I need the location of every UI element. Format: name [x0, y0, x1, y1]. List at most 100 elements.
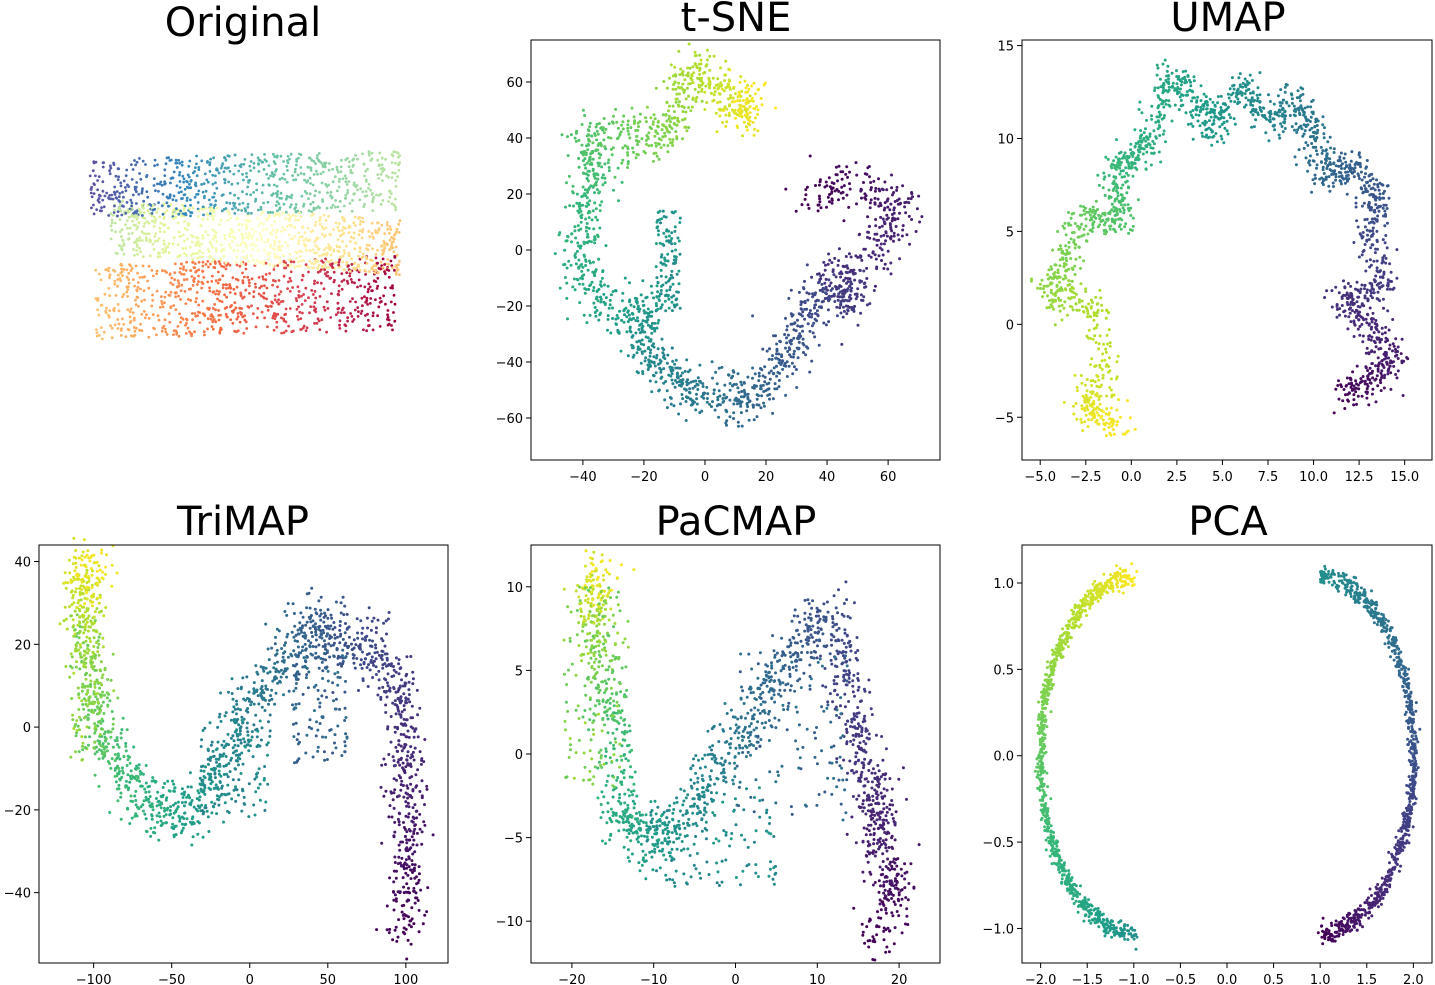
scatter-point	[299, 259, 303, 263]
scatter-point	[126, 295, 129, 298]
scatter-point	[563, 276, 567, 279]
scatter-point	[312, 160, 316, 163]
scatter-point	[299, 166, 303, 169]
scatter-point	[113, 323, 117, 327]
scatter-point	[178, 186, 182, 189]
scatter-point	[228, 291, 232, 294]
scatter-point	[638, 323, 642, 327]
scatter-point	[1321, 123, 1325, 127]
scatter-point	[260, 238, 263, 242]
scatter-point	[367, 186, 370, 190]
scatter-point	[292, 260, 296, 264]
scatter-point	[366, 303, 369, 306]
scatter-point	[311, 248, 315, 252]
scatter-point	[122, 243, 126, 247]
scatter-point	[332, 280, 336, 284]
scatter-point	[317, 264, 321, 267]
scatter-point	[860, 258, 864, 262]
scatter-point	[731, 374, 735, 378]
scatter-point	[1292, 104, 1296, 108]
scatter-point	[722, 89, 726, 93]
scatter-point	[1364, 172, 1367, 176]
scatter-point	[745, 115, 748, 119]
scatter-point	[1330, 305, 1334, 309]
scatter-point	[736, 126, 740, 129]
scatter-point	[1338, 158, 1342, 162]
scatter-point	[272, 152, 275, 156]
scatter-point	[127, 281, 131, 285]
scatter-point	[140, 189, 144, 193]
scatter-point	[204, 189, 208, 193]
scatter-point	[737, 424, 740, 428]
scatter-point	[751, 120, 755, 124]
scatter-point	[667, 239, 671, 243]
scatter-point	[1370, 317, 1373, 321]
scatter-point	[224, 267, 228, 271]
scatter-point	[602, 300, 606, 304]
scatter-point	[193, 195, 197, 199]
scatter-point	[358, 246, 362, 250]
scatter-point	[1357, 177, 1361, 180]
scatter-point	[690, 105, 694, 109]
scatter-point	[136, 271, 140, 275]
scatter-point	[297, 156, 300, 160]
scatter-point	[257, 292, 261, 296]
scatter-point	[302, 202, 306, 206]
scatter-point	[681, 110, 685, 113]
scatter-point	[198, 249, 202, 253]
scatter-point	[681, 371, 684, 375]
scatter-point	[279, 154, 283, 158]
scatter-point	[358, 198, 362, 202]
scatter-point	[130, 201, 134, 205]
scatter-point	[119, 271, 123, 275]
scatter-point	[649, 338, 653, 341]
scatter-point	[280, 244, 284, 248]
scatter-point	[386, 227, 390, 231]
scatter-point	[656, 229, 660, 233]
scatter-point	[675, 272, 679, 276]
scatter-point	[837, 247, 841, 251]
scatter-point	[852, 272, 856, 276]
scatter-point	[649, 116, 653, 120]
scatter-point	[312, 266, 315, 270]
scatter-point	[343, 219, 347, 223]
scatter-point	[1340, 162, 1344, 166]
scatter-point	[616, 136, 620, 140]
scatter-point	[669, 285, 672, 289]
scatter-point	[191, 252, 195, 256]
scatter-point	[180, 190, 183, 194]
scatter-point	[867, 254, 871, 257]
scatter-point	[211, 274, 214, 278]
scatter-point	[241, 281, 245, 285]
scatter-point	[129, 334, 133, 338]
scatter-point	[664, 380, 668, 383]
scatter-point	[95, 208, 99, 212]
scatter-point	[245, 225, 249, 229]
scatter-point	[236, 182, 240, 185]
scatter-point	[755, 393, 759, 397]
scatter-point	[737, 90, 741, 94]
scatter-point	[629, 126, 633, 130]
scatter-point	[671, 359, 675, 363]
scatter-point	[832, 273, 836, 277]
scatter-point	[168, 194, 172, 198]
scatter-point	[127, 278, 131, 281]
scatter-point	[305, 248, 309, 252]
scatter-point	[210, 260, 214, 264]
scatter-point	[178, 180, 182, 183]
scatter-point	[842, 219, 846, 223]
scatter-point	[1296, 128, 1300, 132]
scatter-point	[581, 185, 585, 189]
scatter-point	[269, 245, 272, 249]
scatter-point	[346, 316, 349, 320]
scatter-point	[1321, 183, 1325, 187]
scatter-point	[367, 282, 371, 286]
scatter-point	[234, 306, 238, 310]
scatter-point	[727, 373, 730, 377]
scatter-point	[660, 375, 664, 379]
scatter-point	[611, 146, 615, 150]
scatter-point	[742, 388, 746, 392]
scatter-point	[675, 371, 679, 375]
scatter-point	[261, 183, 265, 187]
scatter-point	[238, 202, 241, 206]
